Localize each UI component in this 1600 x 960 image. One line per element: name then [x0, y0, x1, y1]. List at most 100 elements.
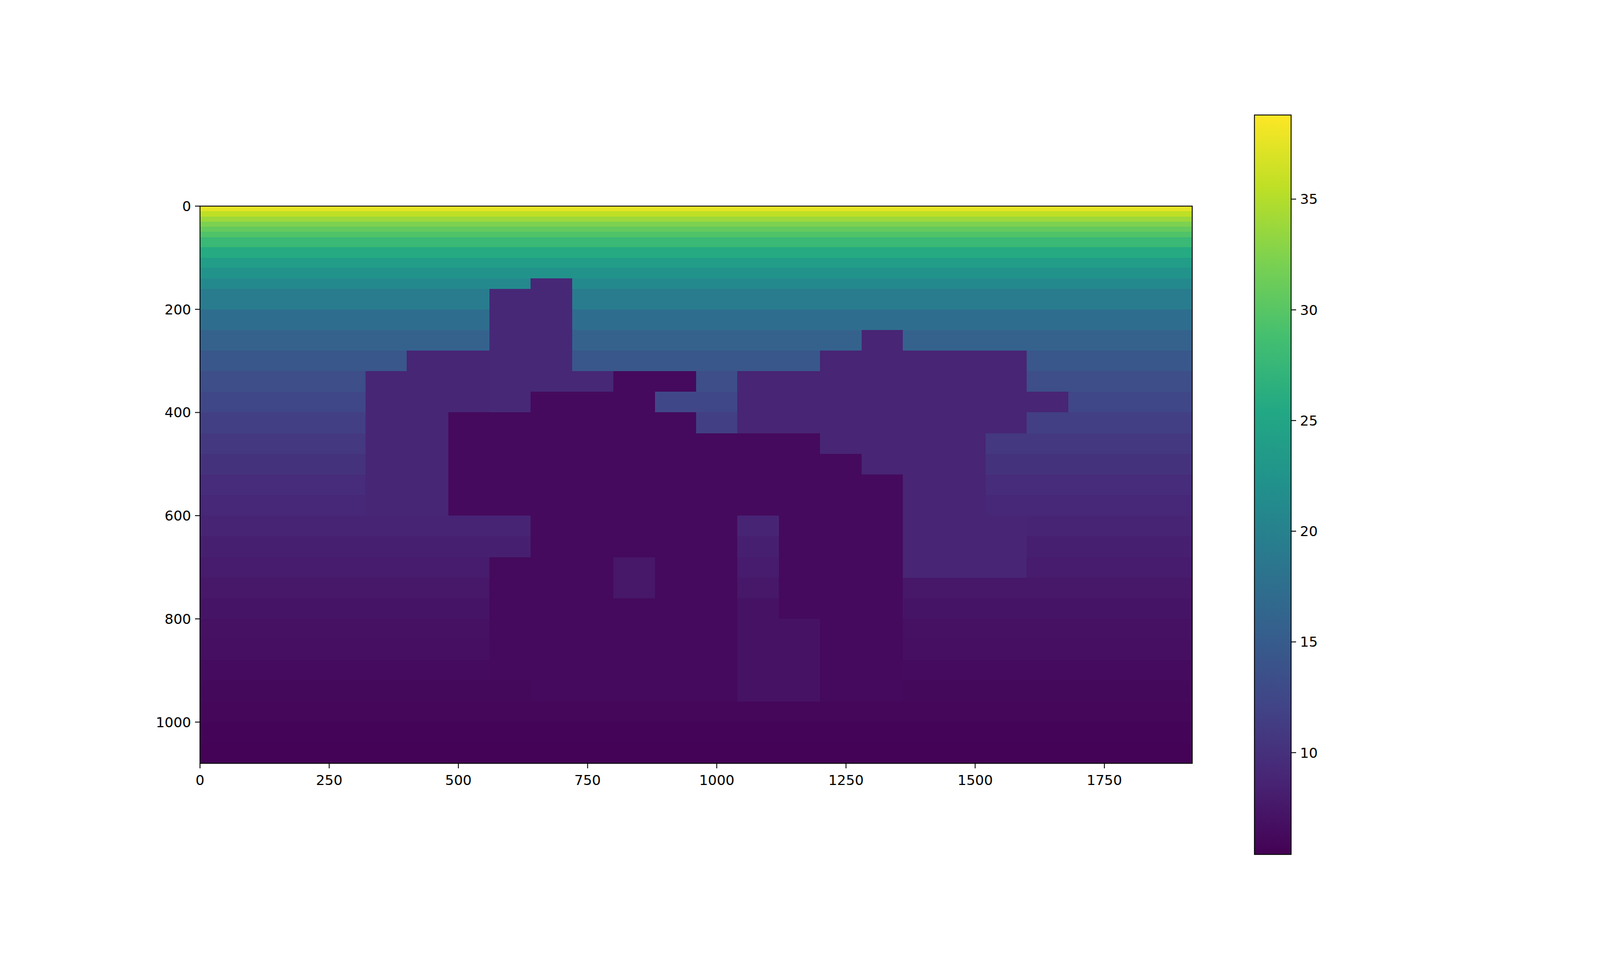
- heatmap-cell: [448, 618, 490, 640]
- colorbar-tick: [1291, 752, 1297, 754]
- colorbar-tick-label: 30: [1300, 302, 1318, 319]
- heatmap-cell: [200, 206, 242, 212]
- heatmap-cell: [323, 216, 366, 223]
- heatmap-cell: [696, 226, 738, 233]
- heatmap-cell: [1109, 722, 1152, 744]
- heatmap-cell: [365, 330, 408, 352]
- heatmap-cell: [1151, 221, 1193, 228]
- heatmap-cell: [861, 453, 904, 475]
- heatmap-cell: [655, 453, 697, 475]
- heatmap-cell: [902, 350, 945, 372]
- heatmap-cell: [448, 221, 490, 228]
- heatmap-cell: [406, 231, 449, 238]
- heatmap-cell: [241, 278, 283, 289]
- colorbar-tick-label: 10: [1300, 745, 1318, 762]
- heatmap-cell: [902, 330, 945, 352]
- heatmap-cell: [778, 211, 821, 217]
- heatmap-cell: [489, 247, 532, 258]
- heatmap-cell: [200, 557, 242, 579]
- colorbar-tick-label: 15: [1300, 633, 1318, 650]
- heatmap-cell: [902, 216, 945, 223]
- heatmap-cell: [365, 433, 408, 455]
- heatmap-cell: [323, 330, 366, 352]
- heatmap-cell: [1026, 742, 1069, 764]
- heatmap-cell: [1068, 453, 1110, 475]
- heatmap-cell: [613, 453, 655, 475]
- heatmap-cell: [902, 515, 945, 537]
- heatmap-cell: [489, 391, 532, 413]
- heatmap-cell: [944, 309, 987, 331]
- heatmap-cell: [737, 701, 779, 723]
- heatmap-cell: [985, 701, 1028, 723]
- heatmap-cell: [820, 247, 862, 258]
- heatmap-cell: [323, 515, 366, 537]
- heatmap-cell: [282, 598, 325, 620]
- heatmap-cell: [902, 237, 945, 248]
- heatmap-cell: [737, 618, 779, 640]
- heatmap-cell: [985, 247, 1028, 258]
- heatmap-cell: [1109, 226, 1152, 233]
- heatmap-cell: [778, 371, 821, 393]
- heatmap-cell: [365, 660, 408, 682]
- heatmap-cell: [282, 216, 325, 223]
- heatmap-cell: [200, 288, 242, 310]
- heatmap-cell: [820, 412, 862, 434]
- heatmap-cell: [1068, 412, 1110, 434]
- heatmap-cell: [1109, 237, 1152, 248]
- heatmap-cell: [1151, 433, 1193, 455]
- plot-frame: [200, 206, 1193, 764]
- heatmap-cell: [406, 237, 449, 248]
- heatmap-cell: [696, 536, 738, 558]
- heatmap-cell: [1151, 495, 1193, 517]
- colorbar-tick: [1291, 530, 1297, 532]
- heatmap-cell: [1109, 639, 1152, 661]
- heatmap-cell: [655, 577, 697, 599]
- y-tick: [195, 618, 200, 620]
- heatmap-cell: [530, 412, 573, 434]
- heatmap-cell: [1068, 577, 1110, 599]
- heatmap-cell: [282, 211, 325, 217]
- heatmap-cell: [861, 211, 904, 217]
- y-tick: [195, 721, 200, 723]
- heatmap-cell: [365, 495, 408, 517]
- heatmap-cell: [861, 474, 904, 496]
- heatmap-cell: [1109, 330, 1152, 352]
- heatmap-cell: [820, 577, 862, 599]
- heatmap-cell: [1151, 536, 1193, 558]
- heatmap-cell: [1026, 371, 1069, 393]
- heatmap-cell: [985, 474, 1028, 496]
- heatmap-cell: [1068, 722, 1110, 744]
- heatmap-cell: [200, 680, 242, 702]
- heatmap-cell: [861, 515, 904, 537]
- heatmap-cell: [1109, 309, 1152, 331]
- heatmap-cell: [1109, 577, 1152, 599]
- colorbar-tick-label: 25: [1300, 412, 1318, 429]
- heatmap-cell: [406, 598, 449, 620]
- heatmap-cell: [1026, 433, 1069, 455]
- heatmap-cell: [406, 288, 449, 310]
- heatmap-cell: [1026, 211, 1069, 217]
- heatmap-cell: [696, 433, 738, 455]
- heatmap-cell: [530, 618, 573, 640]
- heatmap-cell: [1109, 247, 1152, 258]
- heatmap-cell: [406, 742, 449, 764]
- heatmap-cell: [613, 206, 655, 212]
- heatmap-cell: [489, 211, 532, 217]
- heatmap-cell: [820, 536, 862, 558]
- heatmap-cell: [572, 577, 614, 599]
- heatmap-cell: [861, 247, 904, 258]
- heatmap-cell: [200, 412, 242, 434]
- heatmap-cell: [282, 278, 325, 289]
- heatmap-cell: [820, 330, 862, 352]
- heatmap-cell: [902, 211, 945, 217]
- heatmap-cell: [200, 237, 242, 248]
- heatmap-cell: [530, 206, 573, 212]
- heatmap-cell: [613, 278, 655, 289]
- heatmap-cell: [406, 722, 449, 744]
- heatmap-cell: [323, 577, 366, 599]
- heatmap-cell: [530, 701, 573, 723]
- heatmap-cell: [572, 371, 614, 393]
- heatmap-cell: [282, 495, 325, 517]
- heatmap-cell: [200, 433, 242, 455]
- heatmap-cell: [613, 495, 655, 517]
